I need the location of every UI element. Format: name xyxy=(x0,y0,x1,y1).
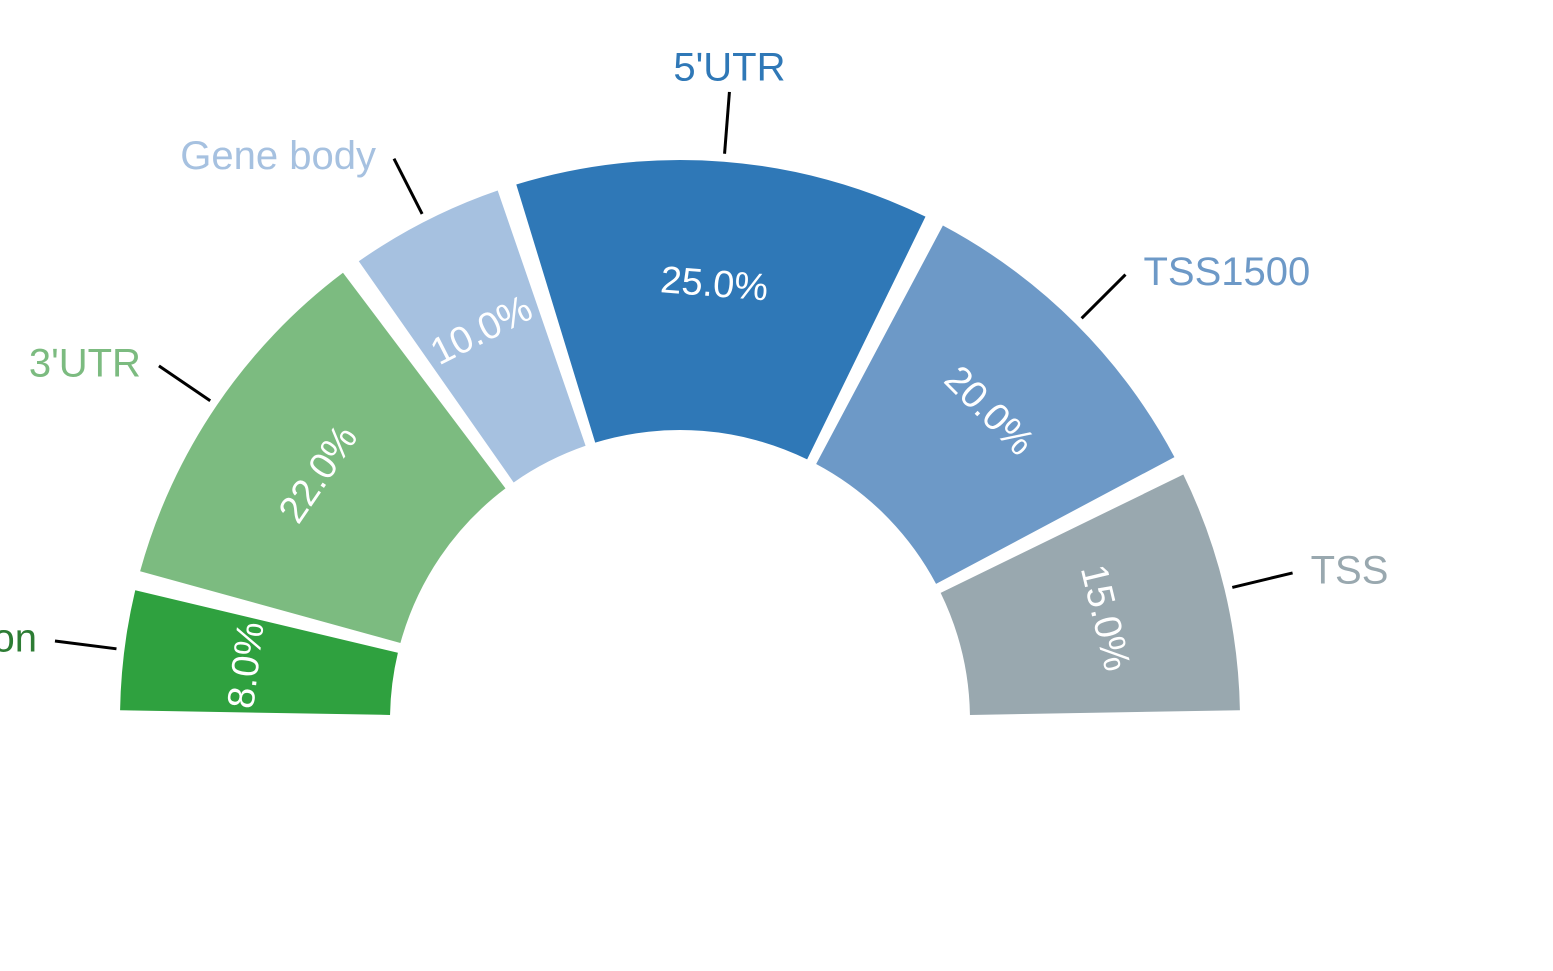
slice-label-3: 5'UTR xyxy=(673,46,785,90)
slice-label-4: TSS1500 xyxy=(1143,250,1310,294)
leader-5 xyxy=(1232,573,1292,587)
leader-3 xyxy=(725,92,730,154)
slice-label-5: TSS xyxy=(1311,548,1389,592)
slice-label-2: Gene body xyxy=(180,134,376,178)
slice-label-0: 1st exon xyxy=(0,617,37,661)
slice-label-1: 3'UTR xyxy=(29,341,141,385)
half-donut-chart: 8.0%1st exon22.0%3'UTR10.0%Gene body25.0… xyxy=(0,0,1553,971)
leader-0 xyxy=(55,641,117,649)
leader-1 xyxy=(159,366,210,401)
leader-4 xyxy=(1082,275,1126,319)
leader-2 xyxy=(394,159,422,214)
chart-svg: 8.0%1st exon22.0%3'UTR10.0%Gene body25.0… xyxy=(0,0,1553,971)
slice-value-3: 25.0% xyxy=(659,259,770,309)
